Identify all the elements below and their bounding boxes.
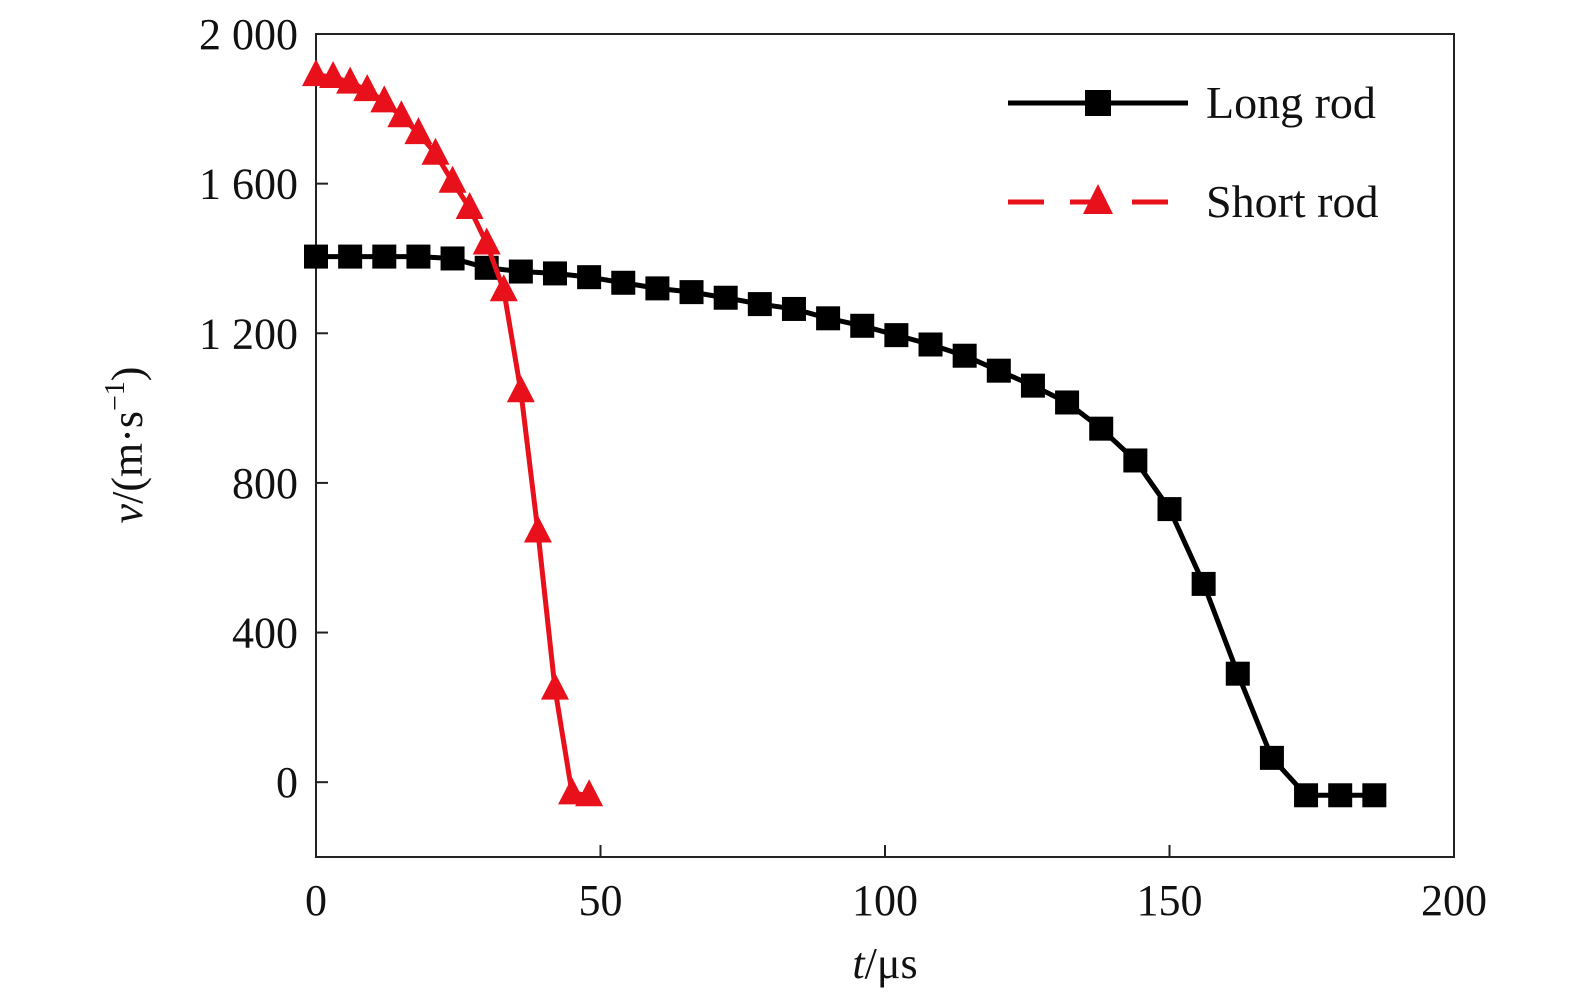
data-point-long-rod: [1294, 783, 1319, 808]
data-point-short-rod: [558, 777, 587, 805]
data-point-long-rod: [406, 244, 431, 269]
data-point-short-rod: [319, 61, 348, 89]
series-line-long-rod: [316, 254, 1375, 798]
y-axis-title-var: v: [103, 503, 152, 523]
x-tick-label: 100: [852, 876, 918, 925]
data-point-long-rod: [1225, 661, 1250, 686]
x-axis-title-var: t: [852, 939, 866, 988]
data-point-short-rod: [575, 779, 604, 807]
data-point-short-rod: [455, 191, 484, 219]
data-point-long-rod: [816, 306, 841, 331]
data-point-short-rod: [438, 165, 467, 193]
x-tick-label: 150: [1137, 876, 1203, 925]
data-point-long-rod: [1191, 571, 1216, 596]
data-point-long-rod: [304, 244, 328, 269]
data-point-long-rod: [986, 358, 1011, 383]
data-point-long-rod: [850, 313, 875, 338]
data-point-long-rod: [1089, 416, 1114, 441]
data-point-short-rod: [540, 672, 569, 700]
data-point-long-rod: [1328, 783, 1353, 808]
data-point-short-rod: [370, 85, 399, 113]
legend-item-short-rod: Short rod: [1008, 176, 1379, 227]
data-point-long-rod: [747, 292, 772, 317]
data-point-long-rod: [884, 323, 909, 348]
data-point-short-rod: [404, 117, 433, 145]
y-tick-label: 1 600: [199, 160, 298, 209]
data-point-long-rod: [713, 285, 738, 310]
legend-label-short-rod: Short rod: [1206, 176, 1379, 227]
data-point-short-rod: [336, 66, 365, 94]
data-point-short-rod: [506, 375, 535, 403]
y-tick-label: 800: [232, 459, 298, 508]
data-point-long-rod: [1362, 783, 1387, 808]
data-point-short-rod: [472, 227, 501, 255]
data-point-short-rod: [302, 59, 330, 87]
data-point-short-rod: [421, 137, 450, 165]
legend-label-long-rod: Long rod: [1206, 77, 1376, 128]
legend-marker-long-rod: [1085, 90, 1111, 116]
data-point-long-rod: [577, 265, 602, 290]
data-point-short-rod: [353, 74, 382, 102]
x-axis-title-unit: /μs: [865, 939, 918, 988]
y-axis-title-unit: /(m·s: [103, 411, 152, 504]
y-tick-label: 1 200: [199, 309, 298, 358]
y-axis-title-close: ): [103, 367, 152, 382]
data-point-long-rod: [679, 280, 704, 305]
y-axis-title: v/(m·s−1): [100, 367, 152, 524]
x-axis-title: t/μs: [852, 939, 917, 988]
plot-frame: [315, 33, 1455, 858]
data-point-long-rod: [372, 244, 397, 269]
data-point-long-rod: [1020, 373, 1045, 398]
data-point-long-rod: [1123, 448, 1148, 473]
data-point-long-rod: [338, 244, 363, 269]
data-point-long-rod: [1259, 745, 1284, 770]
y-tick-label: 2 000: [199, 10, 298, 59]
x-tick-label: 0: [305, 876, 327, 925]
data-point-long-rod: [440, 246, 465, 271]
series-layer: [302, 59, 1387, 808]
data-point-short-rod: [489, 274, 518, 302]
axis-ticks: 0 50 100 150 200 0 400 800 1 200 1 600 2 000: [199, 10, 1487, 925]
data-point-long-rod: [611, 270, 636, 295]
data-point-long-rod: [952, 343, 977, 368]
legend-marker-short-rod: [1083, 184, 1113, 214]
data-point-long-rod: [645, 276, 670, 301]
legend: Long rod Short rod: [1008, 77, 1379, 227]
legend-item-long-rod: Long rod: [1008, 77, 1376, 128]
data-point-long-rod: [918, 332, 943, 357]
y-axis-title-sup: −1: [100, 381, 131, 411]
data-point-short-rod: [387, 100, 416, 128]
x-tick-label: 200: [1421, 876, 1487, 925]
y-tick-label: 400: [232, 609, 298, 658]
y-tick-label: 0: [276, 758, 298, 807]
data-point-long-rod: [1055, 390, 1080, 415]
data-point-long-rod: [781, 296, 806, 321]
x-tick-label: 50: [579, 876, 623, 925]
data-point-long-rod: [508, 259, 533, 284]
data-point-long-rod: [1157, 497, 1182, 522]
data-point-short-rod: [523, 515, 552, 543]
data-point-long-rod: [542, 261, 567, 286]
